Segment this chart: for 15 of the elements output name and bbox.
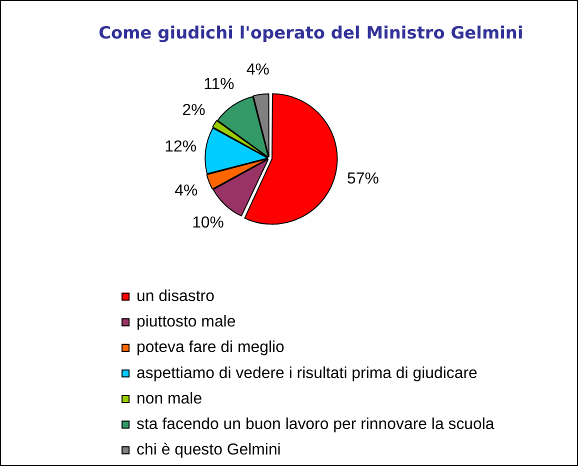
legend-label: aspettiamo di vedere i risultati prima di giudicare xyxy=(136,364,478,382)
data-label: 4% xyxy=(174,182,198,200)
data-label: 2% xyxy=(182,102,206,119)
legend-label: sta facendo un buon lavoro per rinnovare la scuola xyxy=(136,416,494,434)
data-label: 4% xyxy=(246,61,270,78)
legend-label: poteva fare di meglio xyxy=(136,339,285,356)
data-label: 11% xyxy=(204,76,234,93)
data-label: 12% xyxy=(164,138,197,156)
chart-title: Come giudichi l'operato del Ministro Gelmini xyxy=(98,22,524,42)
legend-label: chi è questo Gelmini xyxy=(136,442,281,459)
legend-label: non male xyxy=(136,390,202,408)
data-label: 10% xyxy=(192,214,224,232)
legend-label: piuttosto male xyxy=(136,314,236,331)
legend-label: un disastro xyxy=(136,288,215,306)
data-label: 57% xyxy=(346,170,379,188)
